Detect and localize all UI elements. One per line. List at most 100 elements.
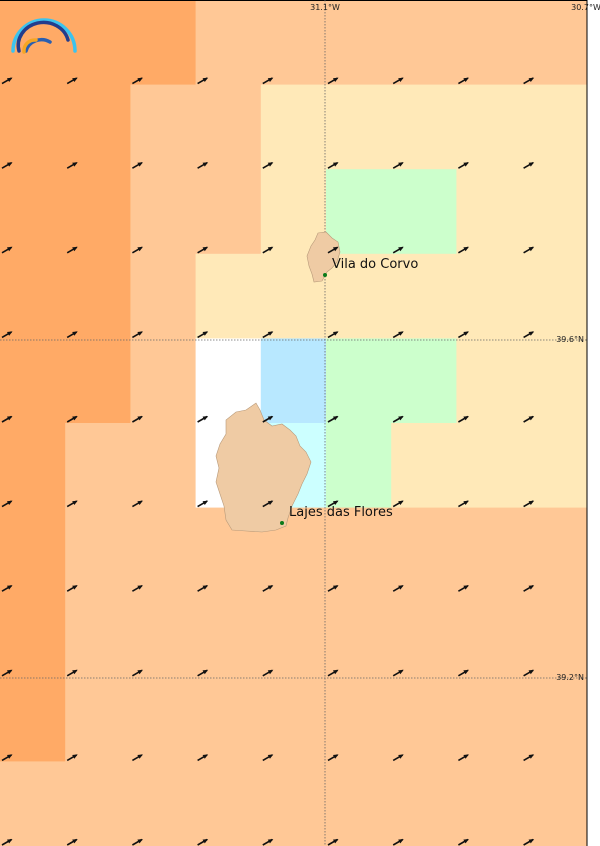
grid-cell bbox=[130, 676, 197, 762]
grid-cell bbox=[130, 253, 197, 339]
grid-cell bbox=[65, 676, 131, 762]
wind-arrow-icon bbox=[523, 838, 535, 846]
wind-arrow-icon bbox=[262, 331, 274, 339]
grid-cell bbox=[0, 253, 66, 339]
vila-do-corvo-marker bbox=[323, 273, 327, 277]
grid-cell bbox=[456, 84, 523, 170]
grid-cell bbox=[65, 423, 131, 509]
wind-arrow-icon bbox=[197, 500, 209, 508]
grid-cell bbox=[130, 84, 197, 170]
grid-cell bbox=[195, 592, 262, 678]
grid-cell bbox=[260, 761, 327, 846]
grid-cell bbox=[456, 507, 523, 593]
wind-arrow-icon bbox=[131, 754, 143, 762]
graticule bbox=[0, 0, 587, 846]
wind-arrow-icon bbox=[1, 838, 13, 846]
wind-arrow-icon bbox=[392, 162, 404, 169]
grid-cell bbox=[65, 761, 131, 846]
grid-cell bbox=[391, 169, 457, 255]
wind-arrow-icon bbox=[66, 669, 78, 677]
grid-cell bbox=[391, 676, 457, 762]
grid-cell bbox=[521, 253, 588, 339]
wind-arrow-icon bbox=[523, 500, 535, 508]
wind-arrow-icon bbox=[66, 585, 78, 592]
wind-arrow-icon bbox=[392, 754, 404, 762]
place-label-vila-do-corvo: Vila do Corvo bbox=[332, 257, 418, 272]
grid-cell bbox=[456, 761, 523, 846]
grid-cell bbox=[391, 338, 457, 424]
grid-cell bbox=[391, 507, 457, 593]
grid-cell bbox=[65, 253, 131, 339]
grid-cell bbox=[260, 84, 327, 170]
wind-arrow-icon bbox=[457, 162, 469, 169]
wind-arrow-icon bbox=[262, 415, 274, 423]
grid-cell bbox=[521, 761, 588, 846]
grid-cell bbox=[65, 507, 131, 593]
wind-arrow-icon bbox=[523, 331, 535, 339]
wind-arrow-icon bbox=[197, 754, 209, 762]
grid-cell bbox=[521, 676, 588, 762]
grid-cell bbox=[65, 84, 131, 170]
grid-cell bbox=[0, 423, 66, 509]
wind-arrow-icon bbox=[262, 754, 274, 762]
grid-cell bbox=[521, 0, 588, 86]
wind-arrow-icon bbox=[457, 585, 469, 592]
wind-arrow-icon bbox=[131, 415, 143, 423]
wind-arrow-icon bbox=[131, 500, 143, 508]
flores-island bbox=[215, 402, 312, 533]
right-margin bbox=[587, 0, 600, 846]
wind-arrow-icon bbox=[262, 162, 274, 169]
wind-arrow-icon bbox=[131, 838, 143, 846]
wind-arrow-icon bbox=[66, 500, 78, 508]
wind-arrow-icon bbox=[457, 415, 469, 423]
wind-arrow-icon bbox=[197, 415, 209, 423]
wind-arrow-icon bbox=[262, 77, 274, 85]
lat-label: 39.2°N bbox=[556, 673, 584, 682]
wind-arrow-icon bbox=[66, 77, 78, 85]
wind-arrow-icon bbox=[197, 77, 209, 85]
grid-cell bbox=[391, 592, 457, 678]
lon-label: 30.7°W bbox=[571, 3, 600, 12]
grid-cell bbox=[326, 84, 392, 170]
grid-cell bbox=[260, 592, 327, 678]
grid-cell bbox=[0, 169, 66, 255]
wind-arrow-icon bbox=[1, 246, 13, 254]
wind-arrow-icon bbox=[392, 838, 404, 846]
wind-arrow-icon bbox=[1, 669, 13, 677]
wind-arrow-icon bbox=[457, 77, 469, 85]
wind-arrow-icon bbox=[392, 246, 404, 254]
grid-cell bbox=[195, 169, 262, 255]
grid-cell bbox=[326, 423, 392, 509]
wind-arrow-icon bbox=[1, 500, 13, 508]
wind-arrow-icon bbox=[327, 415, 339, 423]
wind-arrow-icon bbox=[66, 415, 78, 423]
grid-cell bbox=[65, 592, 131, 678]
wind-arrow-icon bbox=[327, 162, 339, 169]
wind-arrow-icon bbox=[457, 246, 469, 254]
grid-cell bbox=[130, 592, 197, 678]
grid-cell bbox=[456, 0, 523, 86]
wind-arrow-icon bbox=[131, 246, 143, 254]
wind-arrow-icon bbox=[1, 77, 13, 85]
wind-arrow-icon bbox=[523, 585, 535, 592]
grid-cell bbox=[326, 169, 392, 255]
wind-arrow-icon bbox=[262, 585, 274, 592]
grid-cell bbox=[456, 592, 523, 678]
grid-cell bbox=[521, 592, 588, 678]
grid-cell bbox=[0, 507, 66, 593]
wind-arrow-icon bbox=[131, 77, 143, 85]
wind-arrow-icon bbox=[131, 669, 143, 677]
wind-arrow-icon bbox=[457, 500, 469, 508]
wind-arrow-icon bbox=[457, 838, 469, 846]
wind-arrow-icon bbox=[523, 415, 535, 423]
wind-arrow-icon bbox=[1, 415, 13, 423]
grid-cell bbox=[195, 0, 262, 86]
grid-cell bbox=[326, 761, 392, 846]
wind-arrow-icon bbox=[1, 331, 13, 339]
grid-cell bbox=[521, 423, 588, 509]
wind-arrow-icon bbox=[262, 838, 274, 846]
grid-cell bbox=[391, 761, 457, 846]
grid-cell bbox=[326, 507, 392, 593]
grid-cell bbox=[130, 169, 197, 255]
